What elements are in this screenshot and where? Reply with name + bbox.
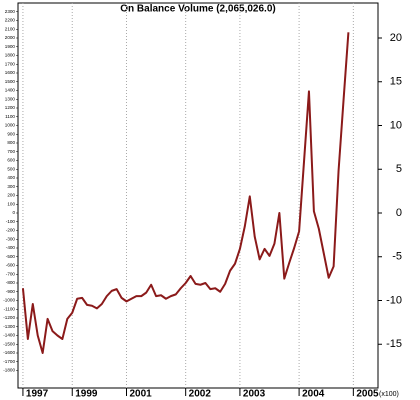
y2-tick-label: -700 bbox=[6, 271, 16, 276]
y2-tick-label: 1100 bbox=[5, 114, 15, 119]
y2-tick-label: 400 bbox=[7, 175, 15, 180]
y2-tick-label: 300 bbox=[7, 184, 15, 189]
x-tick-label: 1997 bbox=[26, 389, 49, 400]
y2-tick-label: 600 bbox=[7, 158, 15, 163]
y2-tick-label: -1600 bbox=[3, 350, 15, 355]
x-tick-label: 2005 bbox=[356, 389, 379, 400]
x-tick-label: 2003 bbox=[243, 389, 266, 400]
y2-tick-label: 1900 bbox=[5, 44, 16, 49]
x-tick-label: 2004 bbox=[302, 389, 325, 400]
y2-tick-label: 1200 bbox=[5, 105, 16, 110]
y-tick-label: 15 bbox=[390, 76, 402, 88]
y2-tick-label: 200 bbox=[7, 193, 15, 198]
x-tick-label: 2001 bbox=[129, 389, 152, 400]
y2-tick-label: 1300 bbox=[5, 96, 16, 101]
y2-tick-label: -600 bbox=[6, 263, 16, 268]
y-tick-label: -5 bbox=[392, 251, 402, 263]
y2-tick-label: 500 bbox=[7, 166, 15, 171]
y2-tick-label: -900 bbox=[6, 289, 16, 294]
y-tick-label: -15 bbox=[386, 338, 402, 350]
y2-tick-label: 1500 bbox=[5, 79, 16, 84]
y-tick-label: 10 bbox=[390, 119, 402, 131]
y2-tick-label: -1700 bbox=[3, 359, 15, 364]
y2-tick-label: -100 bbox=[6, 219, 16, 224]
y2-tick-label: -800 bbox=[6, 280, 16, 285]
y2-tick-label: -400 bbox=[6, 245, 16, 250]
y2-tick-label: 700 bbox=[7, 149, 15, 154]
y2-tick-label: -1300 bbox=[3, 324, 15, 329]
y2-tick-label: 900 bbox=[7, 131, 15, 136]
y2-tick-label: 2100 bbox=[5, 26, 16, 31]
y2-tick-label: 1400 bbox=[5, 88, 16, 93]
x-tick-label: 2002 bbox=[189, 389, 212, 400]
y2-tick-label: 800 bbox=[7, 140, 15, 145]
y-tick-label: 0 bbox=[396, 207, 402, 219]
y2-tick-label: 1800 bbox=[5, 53, 16, 58]
y2-tick-label: -1100 bbox=[4, 306, 16, 311]
series-line bbox=[21, 32, 350, 354]
y2-tick-label: -1000 bbox=[3, 298, 15, 303]
y2-tick-label: 100 bbox=[7, 201, 15, 206]
y2-tick-label: -200 bbox=[6, 228, 16, 233]
y-unit: (x100) bbox=[379, 391, 399, 398]
y-tick-label: 5 bbox=[396, 163, 402, 175]
y2-tick-label: -1800 bbox=[3, 368, 15, 373]
y2-tick-label: -300 bbox=[6, 236, 16, 241]
y2-tick-label: -1500 bbox=[3, 341, 15, 346]
y2-tick-label: 2300 bbox=[5, 9, 16, 14]
y2-tick-label: -1200 bbox=[3, 315, 15, 320]
y2-tick-label: 1000 bbox=[5, 123, 16, 128]
y2-tick-label: 2200 bbox=[5, 18, 16, 23]
y2-tick-label: 1700 bbox=[5, 61, 16, 66]
y2-tick-label: 0 bbox=[12, 210, 15, 215]
x-tick-label: 1999 bbox=[75, 389, 98, 400]
chart-title: On Balance Volume (2,065,026.0) bbox=[120, 4, 275, 15]
y2-tick-label: -1400 bbox=[3, 333, 15, 338]
y-tick-label: 20 bbox=[390, 32, 402, 44]
y2-tick-label: -500 bbox=[6, 254, 16, 259]
y2-tick-label: 2000 bbox=[5, 35, 16, 40]
y2-tick-label: 1600 bbox=[5, 70, 16, 75]
y-tick-label: -10 bbox=[386, 294, 402, 306]
